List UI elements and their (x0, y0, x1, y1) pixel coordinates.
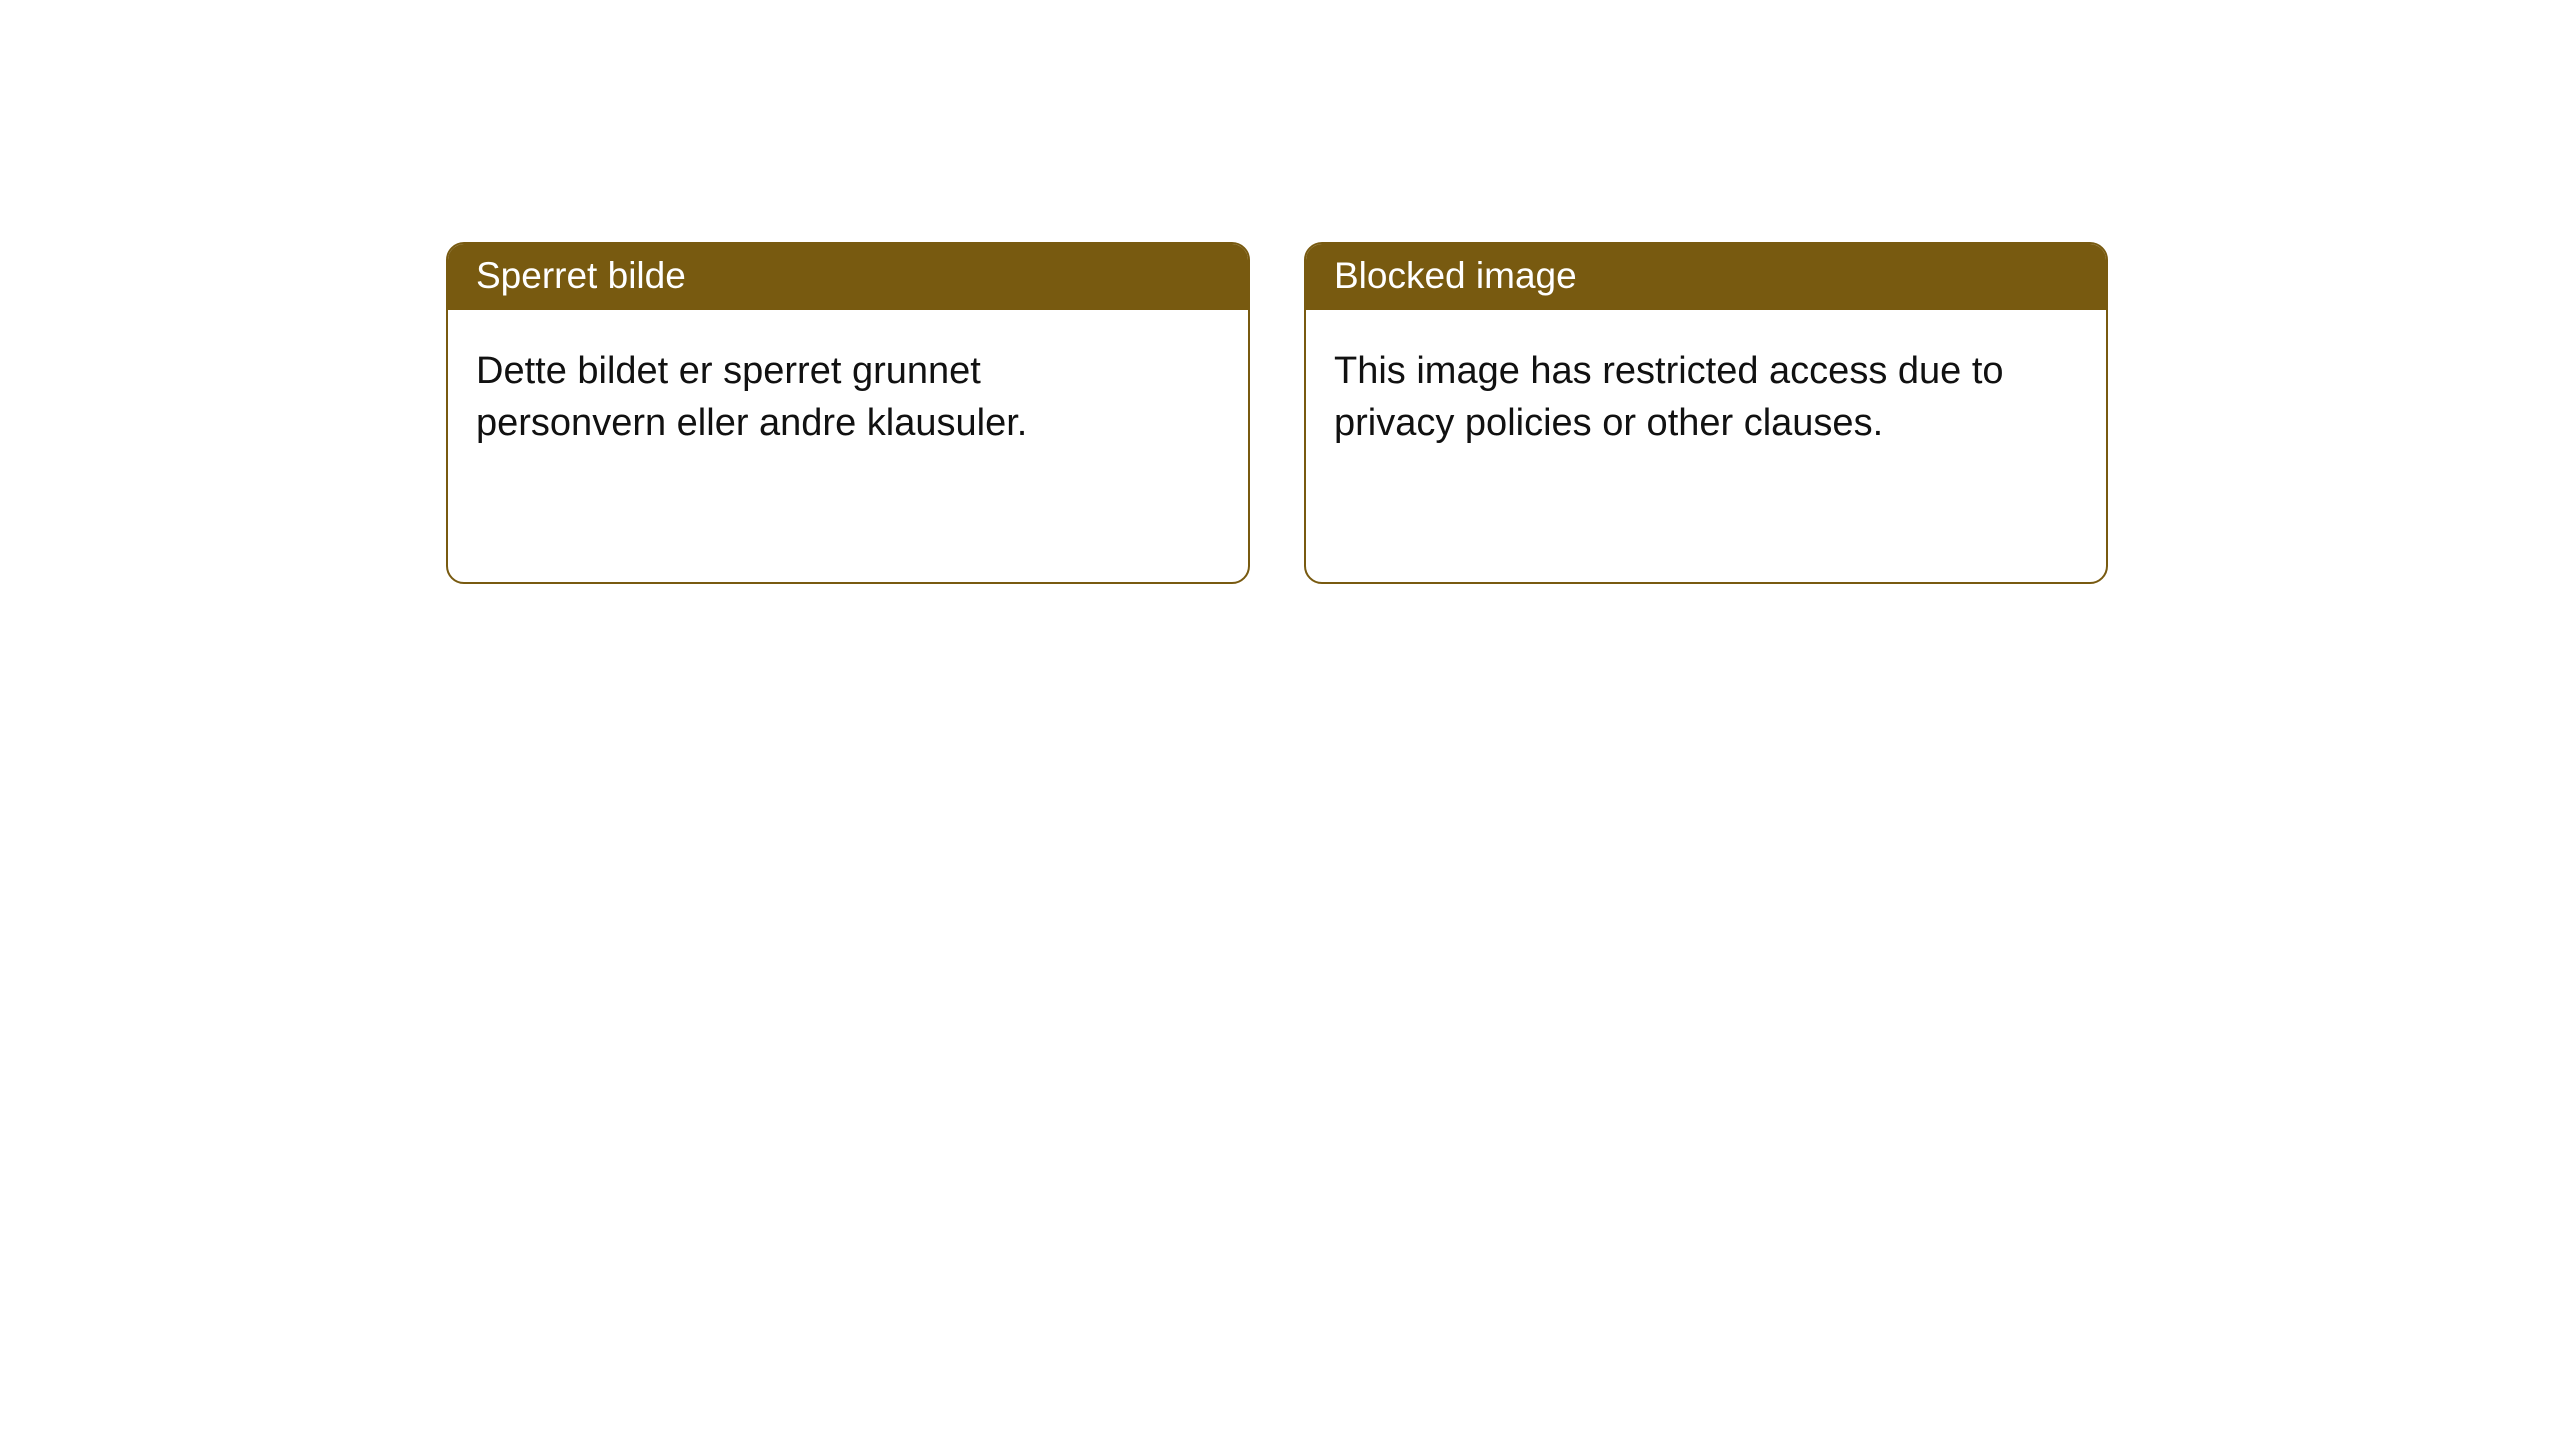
card-title: Sperret bilde (476, 255, 686, 296)
cards-container: Sperret bilde Dette bildet er sperret gr… (0, 0, 2560, 584)
card-body-text: This image has restricted access due to … (1334, 346, 2014, 449)
card-body: Dette bildet er sperret grunnet personve… (448, 310, 1248, 582)
blocked-image-card-no: Sperret bilde Dette bildet er sperret gr… (446, 242, 1250, 584)
card-body-text: Dette bildet er sperret grunnet personve… (476, 346, 1156, 449)
card-header: Blocked image (1306, 244, 2106, 310)
card-body: This image has restricted access due to … (1306, 310, 2106, 582)
blocked-image-card-en: Blocked image This image has restricted … (1304, 242, 2108, 584)
card-title: Blocked image (1334, 255, 1577, 296)
card-header: Sperret bilde (448, 244, 1248, 310)
